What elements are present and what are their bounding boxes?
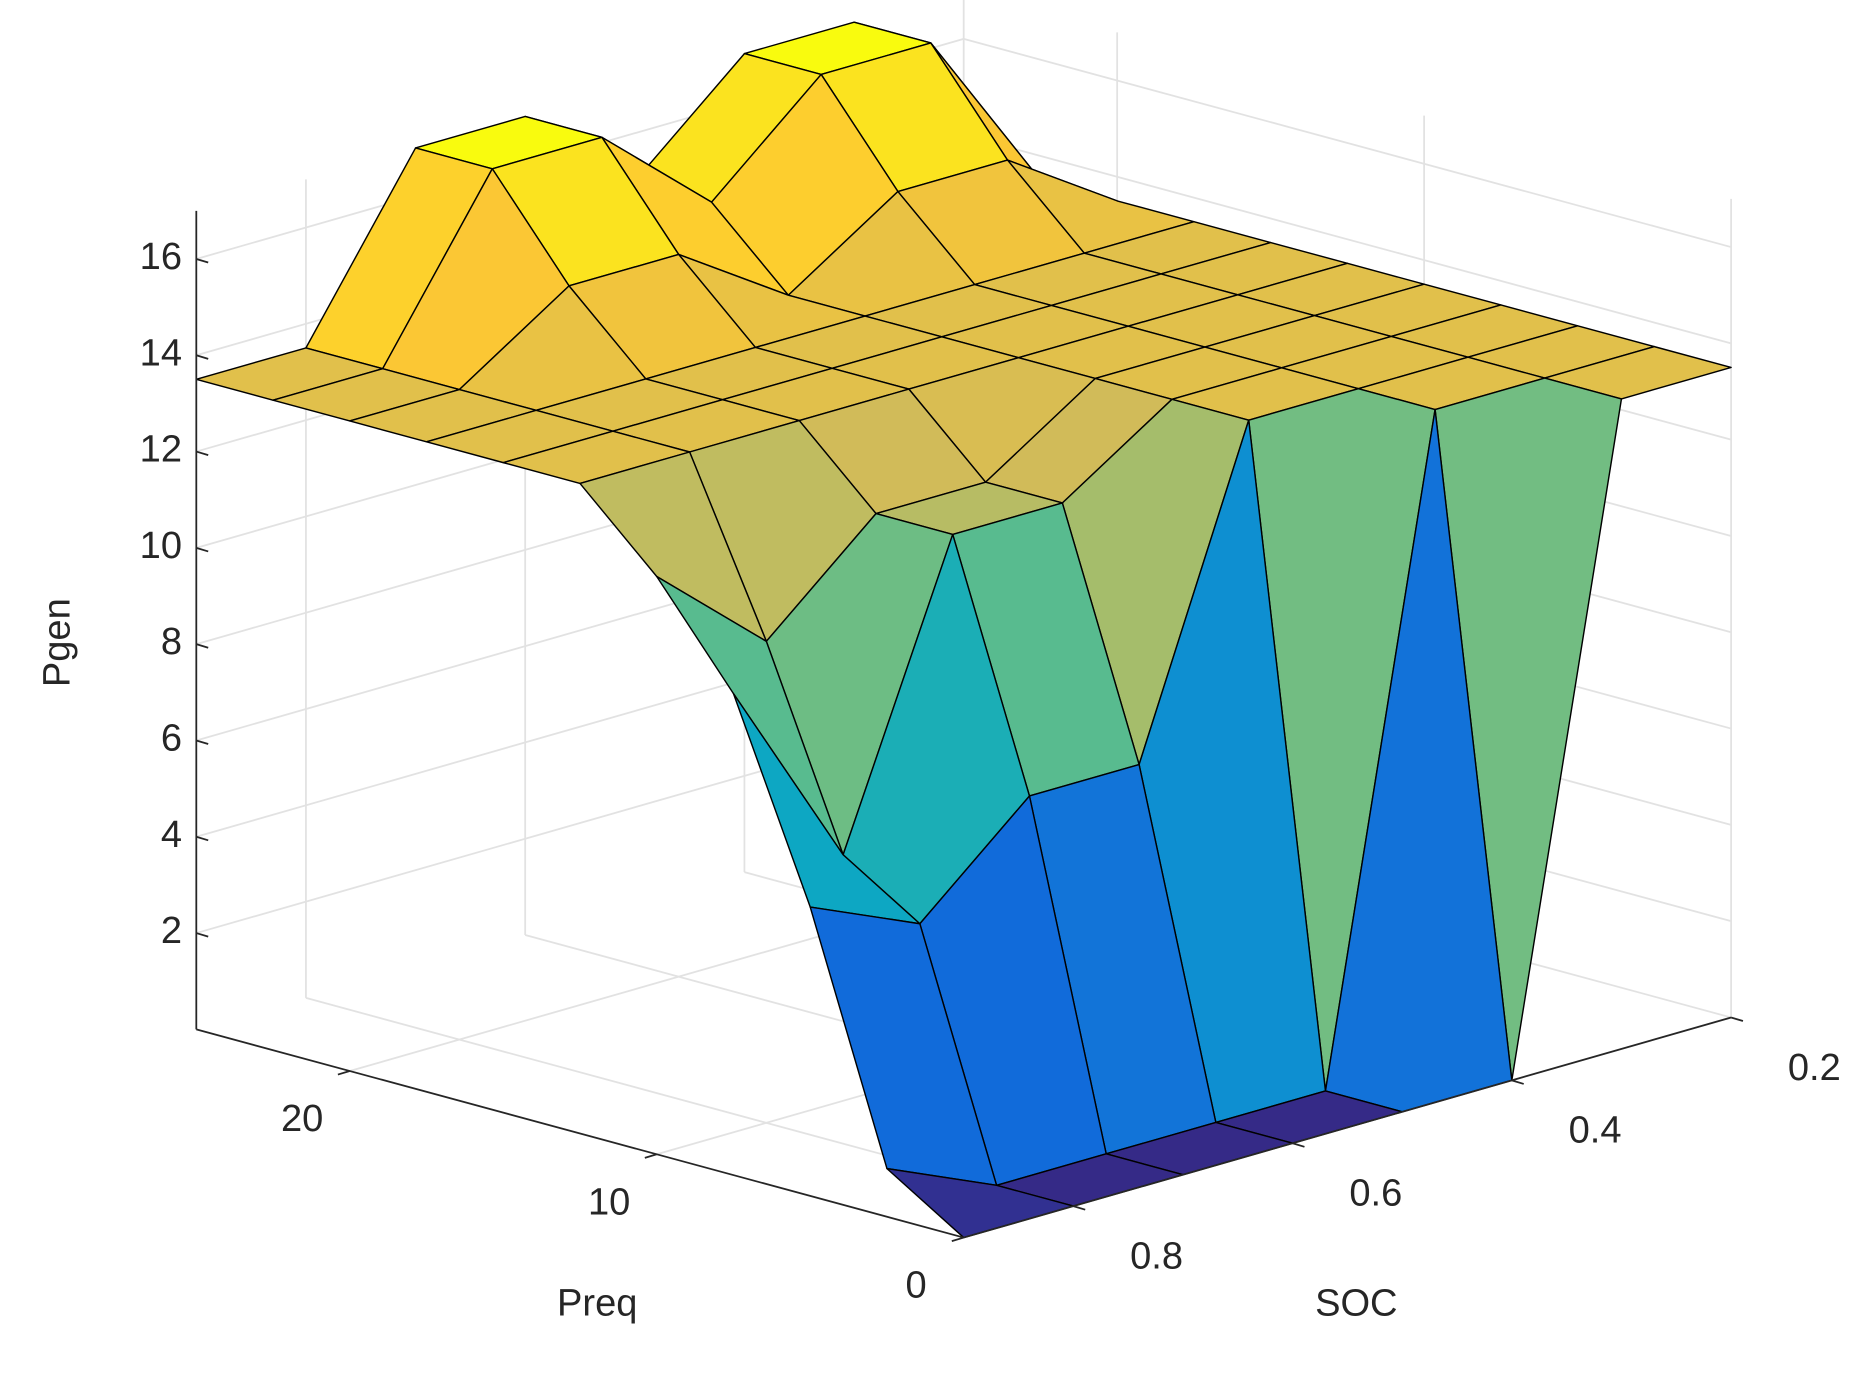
x-tick-label: 0 (906, 1265, 927, 1307)
tick-mark (644, 1153, 657, 1159)
z-tick-label: 16 (140, 236, 182, 278)
y-axis-label: SOC (1315, 1282, 1397, 1324)
tick-mark (1292, 1142, 1305, 1148)
tick-mark (951, 1236, 964, 1242)
z-tick-label: 10 (140, 525, 182, 567)
x-tick-label: 10 (588, 1181, 630, 1223)
tick-mark (196, 258, 209, 264)
tick-mark (1073, 1205, 1086, 1211)
tick-mark (1730, 1016, 1744, 1022)
tick-mark (196, 450, 209, 456)
tick-mark (196, 739, 209, 745)
grid-line (963, 38, 1732, 248)
z-tick-label: 4 (161, 814, 182, 856)
axes: 2 4 6 8 10 12 14 16 0 10 20 0.2 0.4 0.6 0.8 (140, 210, 1841, 1307)
grid-line (963, 134, 1732, 345)
z-tick-label: 14 (140, 332, 182, 374)
tick-mark (337, 1070, 351, 1076)
z-axis-label: Pgen (37, 598, 79, 687)
z-tick-label: 12 (140, 429, 182, 471)
z-tick-label: 2 (161, 910, 182, 952)
y-tick-label: 0.8 (1130, 1236, 1183, 1278)
tick-mark (196, 932, 209, 938)
x-tick-label: 20 (281, 1098, 323, 1140)
surface (195, 21, 1732, 1239)
axis-line (963, 1016, 1732, 1239)
tick-mark (196, 354, 209, 360)
x-axis-label: Preq (557, 1282, 637, 1324)
z-tick-label: 8 (161, 621, 182, 663)
y-tick-label: 0.2 (1788, 1047, 1841, 1089)
tick-mark (196, 547, 209, 553)
tick-mark (1511, 1079, 1524, 1085)
z-tick-label: 6 (161, 718, 182, 760)
tick-mark (196, 835, 209, 842)
y-tick-label: 0.4 (1569, 1110, 1622, 1152)
tick-mark (196, 643, 209, 649)
axis-line (196, 1028, 964, 1239)
y-tick-label: 0.6 (1349, 1173, 1402, 1215)
